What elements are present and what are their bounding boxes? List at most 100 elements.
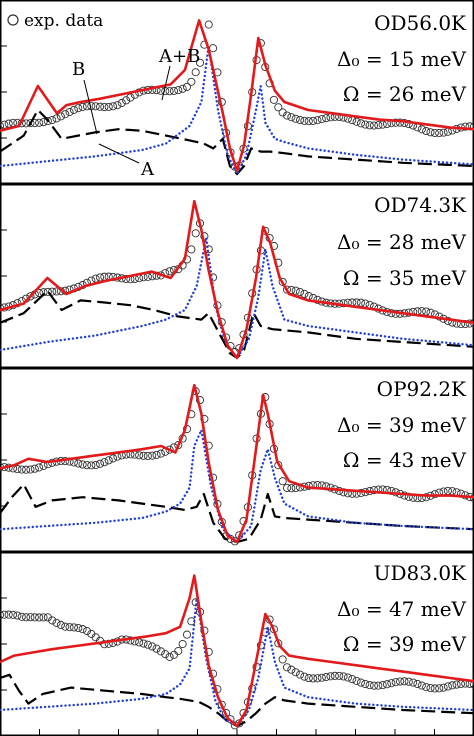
panel-1-exp-point	[187, 245, 196, 254]
panel-0-exp-point	[361, 120, 370, 129]
panel-1	[0, 184, 474, 368]
panel-3-exp-point	[182, 630, 192, 639]
panel-2-exp-point	[13, 465, 22, 474]
panel-2-exp-point	[95, 459, 105, 468]
panel-0	[0, 0, 474, 184]
panel-1-curve-b	[0, 289, 474, 360]
panel-3-exp-point	[382, 680, 392, 689]
panel-0-exp-point	[91, 102, 100, 111]
panel-2	[0, 368, 474, 552]
panel-3-exp-point	[409, 678, 418, 687]
panel-3-delta-label: Δ₀ = 47 meV	[337, 597, 467, 621]
panel-0-exp-point	[204, 20, 213, 29]
panel-3-exp-point	[35, 613, 44, 622]
pointer-a	[98, 143, 140, 164]
panel-0-exp-point	[0, 120, 9, 129]
panel-1-exp-point	[300, 289, 309, 298]
panel-0-exp-point	[426, 128, 435, 137]
panel-0-exp-point	[48, 115, 57, 125]
panel-1-exp-point	[52, 287, 61, 296]
panel-1-curve-a	[0, 236, 474, 360]
panel-0-exp-point	[56, 112, 65, 121]
panel-0-exp-point	[356, 119, 365, 128]
panel-2-exp-point	[17, 465, 26, 474]
panel-3-exp-point	[426, 684, 435, 693]
panel-0-exp-point	[435, 129, 444, 138]
panel-0-exp-point	[113, 101, 122, 110]
panel-3-exp-point	[343, 673, 352, 682]
panel-3-exp-point	[48, 616, 57, 625]
panel-1-exp-point	[282, 285, 292, 294]
panel-3-exp-point	[356, 678, 365, 687]
panel-0-omega-label: Ω = 26 meV	[343, 82, 467, 106]
panel-1-exp-point	[165, 267, 174, 276]
panel-0-exp-point	[317, 115, 326, 124]
panel-1-exp-point	[35, 288, 44, 298]
panel-0-exp-point	[65, 107, 74, 117]
panel-2-exp-point	[200, 414, 209, 423]
panel-3-exp-point	[430, 684, 439, 693]
panel-0-sample-label: OD56.0K	[374, 11, 467, 35]
panel-3-exp-point	[109, 638, 118, 647]
panel-3-exp-point	[135, 638, 144, 647]
curve-annotations: A+B B A	[72, 46, 200, 180]
panel-3-exp-point	[152, 644, 161, 653]
panel-3-exp-point	[322, 672, 331, 682]
panel-1-exp-point	[122, 274, 131, 284]
panel-3-curve-b	[0, 673, 474, 728]
panel-0-exp-point	[291, 114, 300, 123]
panel-2-exp-point	[22, 465, 31, 474]
panel-0-exp-point	[191, 68, 200, 77]
panel-0-curve-a	[0, 44, 474, 176]
panel-3-exp-point	[309, 674, 318, 683]
panel-0-exp-point	[35, 118, 44, 127]
panel-3-exp-point	[148, 642, 157, 651]
panel-3-exp-point	[313, 674, 322, 683]
panel-2-exp-point	[165, 445, 174, 454]
panel-0-exp-point	[165, 87, 174, 96]
panel-0-exp-point	[122, 96, 131, 105]
panel-0-exp-point	[78, 102, 87, 111]
panel-0-exp-point	[61, 110, 70, 119]
panel-0-exp-point	[309, 116, 318, 125]
panel-3-exp-point	[8, 610, 18, 619]
panel-0-exp-point	[182, 82, 192, 91]
panel-2-exp-point	[109, 454, 118, 463]
panel-3-omega-label: Ω = 39 meV	[343, 632, 467, 656]
panel-3-exp-point	[391, 678, 400, 687]
panel-3-exp-point	[296, 670, 305, 679]
panel-3-exp-point	[317, 673, 326, 682]
panel-0-exp-point	[278, 108, 287, 117]
panel-2-exp-point	[26, 465, 35, 474]
panel-1-exp-point	[43, 287, 52, 296]
panel-3-exp-point	[278, 655, 287, 664]
panel-1-exp-point	[426, 308, 435, 317]
panel-1-sample-label: OD74.3K	[374, 193, 467, 217]
panel-0-exp-point	[100, 102, 109, 112]
panel-0-curve-a-plus-b	[0, 19, 474, 173]
panel-2-exp-point	[422, 493, 431, 502]
panel-2-exp-point	[356, 489, 365, 498]
panel-2-omega-label: Ω = 43 meV	[343, 448, 467, 472]
panel-1-exp-point	[91, 274, 100, 283]
panel-3-exp-point	[13, 611, 22, 620]
panel-3-exp-point	[169, 650, 178, 659]
panel-2-exp-point	[143, 451, 152, 460]
panel-2-sample-label: OP92.2K	[377, 377, 467, 401]
panel-3-exp-point	[365, 681, 374, 690]
panel-3-exp-point	[413, 679, 422, 689]
panel-0-exp-point	[461, 122, 470, 131]
panel-0-exp-point	[404, 119, 413, 129]
panel-3-exp-point	[69, 623, 78, 632]
panel-0-exp-point	[322, 114, 331, 123]
panel-2-exp-point	[100, 458, 109, 467]
panel-2-exp-point	[287, 484, 296, 493]
panel-1-exp-point	[191, 229, 200, 238]
panel-1-exp-point	[26, 292, 35, 301]
panel-2-delta-label: Δ₀ = 39 meV	[337, 413, 467, 437]
panel-0-exp-point	[169, 86, 178, 95]
panel-3-exp-point	[17, 612, 26, 621]
panel-3-exp-point	[126, 636, 135, 645]
